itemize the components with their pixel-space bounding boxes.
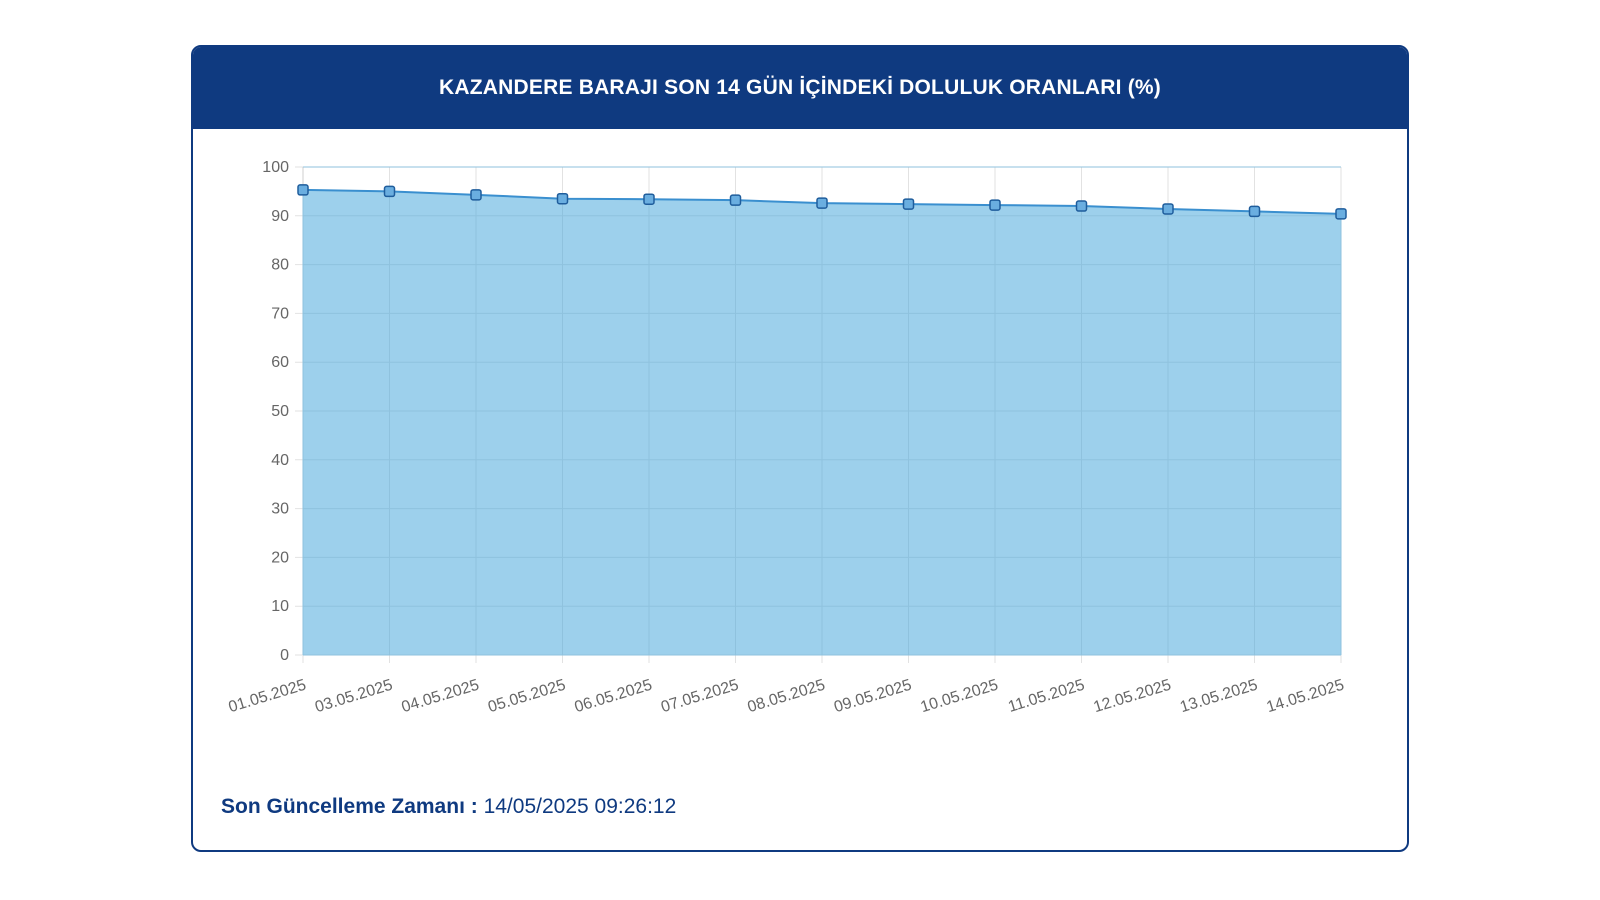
chart-title: KAZANDERE BARAJI SON 14 GÜN İÇİNDEKİ DOL… xyxy=(439,76,1161,99)
data-point[interactable] xyxy=(643,193,655,205)
data-point[interactable] xyxy=(383,185,396,198)
x-tick-label: 12.05.2025 xyxy=(1092,677,1174,717)
x-tick-label: 07.05.2025 xyxy=(659,677,741,717)
last-update-value: 14/05/2025 09:26:12 xyxy=(483,795,677,818)
data-point[interactable] xyxy=(1162,203,1174,215)
x-tick-label: 09.05.2025 xyxy=(832,677,914,717)
x-tick-label: 13.05.2025 xyxy=(1178,677,1260,717)
data-point[interactable] xyxy=(989,199,1001,211)
y-tick-label: 30 xyxy=(271,501,289,518)
y-tick-label: 0 xyxy=(280,647,289,664)
data-point[interactable] xyxy=(1248,205,1261,218)
chart-card: KAZANDERE BARAJI SON 14 GÜN İÇİNDEKİ DOL… xyxy=(191,45,1409,852)
y-tick-label: 20 xyxy=(271,549,289,566)
y-tick-label: 50 xyxy=(271,403,289,420)
data-point[interactable] xyxy=(1075,200,1088,212)
y-tick-label: 100 xyxy=(262,159,289,176)
data-point[interactable] xyxy=(297,184,309,196)
data-markers xyxy=(297,184,1347,220)
y-axis-ticks: 0 10 20 30 40 50 60 70 80 90 100 xyxy=(262,159,289,664)
card-header: KAZANDERE BARAJI SON 14 GÜN İÇİNDEKİ DOL… xyxy=(193,47,1407,129)
x-tick-label: 11.05.2025 xyxy=(1006,677,1087,716)
x-axis-ticks: 01.05.2025 03.05.2025 04.05.2025 05.05.2025… xyxy=(227,677,1347,717)
data-point[interactable] xyxy=(902,198,915,210)
x-tick-label: 03.05.2025 xyxy=(313,677,395,717)
x-tick-label: 10.05.2025 xyxy=(919,677,1001,717)
series-area xyxy=(302,166,1342,656)
x-tick-label: 06.05.2025 xyxy=(573,677,655,717)
y-tick-label: 80 xyxy=(271,257,289,274)
y-tick-label: 60 xyxy=(271,354,289,371)
x-tick-label: 14.05.2025 xyxy=(1265,677,1347,717)
last-update-label: Son Güncelleme Zamanı : xyxy=(221,795,478,818)
last-update: Son Güncelleme Zamanı : 14/05/2025 09:26… xyxy=(221,795,676,819)
y-tick-label: 70 xyxy=(271,305,289,322)
data-point[interactable] xyxy=(729,194,742,206)
x-tick-label: 05.05.2025 xyxy=(486,677,568,717)
x-tick-label: 08.05.2025 xyxy=(746,677,828,717)
y-tick-label: 40 xyxy=(271,452,289,469)
y-tick-label: 10 xyxy=(271,598,289,615)
x-tick-label: 04.05.2025 xyxy=(400,677,482,717)
data-point[interactable] xyxy=(470,189,482,201)
data-point[interactable] xyxy=(556,192,569,205)
y-tick-label: 90 xyxy=(271,208,289,225)
x-tick-label: 01.05.2025 xyxy=(227,677,309,717)
data-point[interactable] xyxy=(816,197,828,209)
chart-area: 0 10 20 30 40 50 60 70 80 90 100 01.05.2025 03.05.2… xyxy=(227,159,1347,717)
data-point[interactable] xyxy=(1335,208,1347,220)
